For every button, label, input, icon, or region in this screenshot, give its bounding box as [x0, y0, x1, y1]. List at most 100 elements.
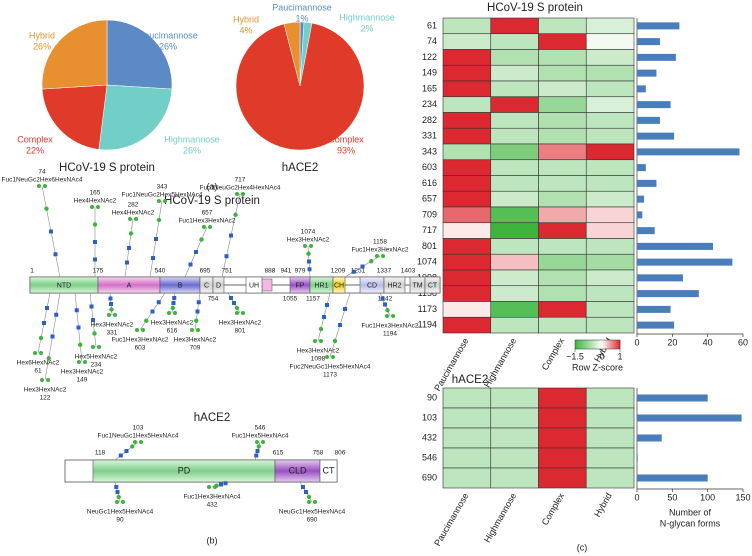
heat-cell: [585, 407, 635, 429]
glycan-hexnac: [224, 254, 229, 259]
glycan-site: 657: [202, 210, 213, 217]
glycan-composition: Hex3HexNAc2: [24, 387, 67, 394]
colorbar-step: [591, 340, 595, 349]
heat-cell: [490, 49, 539, 66]
glycan-composition: Hex3HexNAc2: [91, 322, 134, 329]
glycan-hex: [369, 259, 374, 264]
colorbar-step: [597, 340, 600, 349]
position-label: 540: [155, 268, 166, 275]
glycan-composition: NeuGc1Hex5HexNAc4: [87, 509, 154, 516]
bar: [637, 195, 645, 203]
heat-cell: [585, 175, 635, 192]
x-tick-label: 0: [634, 492, 639, 502]
column-label: Hybrid: [592, 491, 614, 519]
position-label: 695: [200, 268, 211, 275]
glycan-hexnac: [229, 296, 233, 300]
glycan-hexnac: [42, 321, 46, 325]
glycan-hexnac: [171, 301, 176, 305]
glycan-hex: [170, 305, 175, 311]
slice-label: Highmannose: [339, 12, 395, 22]
heat-cell: [442, 143, 492, 161]
row-label: 709: [422, 209, 437, 219]
glycan-hex: [385, 314, 389, 318]
heat-cell: [585, 387, 635, 409]
domain-label: CH: [334, 282, 344, 289]
x-axis-label: Number of: [669, 507, 712, 517]
position-label: 979: [295, 268, 306, 275]
heat-cell: [538, 253, 587, 271]
heat-cell: [442, 64, 492, 82]
slice-value-label: 26%: [33, 41, 51, 51]
glycan-hex: [107, 313, 111, 317]
diagram-title: hACE2: [194, 412, 230, 424]
row-label: 331: [422, 131, 437, 141]
heat-cell: [490, 175, 539, 192]
heat-cell: [585, 33, 635, 50]
domain: [424, 276, 441, 294]
heat-cell: [442, 269, 492, 287]
heat-cell: [442, 49, 492, 66]
heat-cell: [585, 112, 635, 129]
heat-cell: [585, 159, 635, 176]
x-tick-label: 50: [667, 492, 677, 502]
glycan-hexnac: [54, 312, 59, 317]
heat-cell: [490, 33, 539, 50]
heat-cell: [538, 387, 587, 409]
pie-slice: [98, 84, 173, 151]
heat-cell: [490, 316, 539, 334]
glycan-hex: [208, 225, 212, 229]
slice-value-label: 1%: [295, 13, 308, 23]
heat-cell: [538, 467, 587, 489]
glycan-site: 717: [235, 177, 246, 184]
glycan-hex: [235, 311, 239, 315]
heat-cell: [538, 159, 587, 176]
heat-cell: [442, 80, 492, 98]
glycan-composition: Fuc1Hex3HexNAc4: [183, 494, 240, 501]
heat-cell: [442, 127, 492, 145]
domain: [245, 276, 263, 294]
glycan-hex: [167, 311, 171, 315]
bar: [637, 211, 643, 219]
position-label: 941: [281, 268, 292, 275]
glycan-hex: [115, 500, 119, 504]
glycan-hex: [307, 500, 311, 504]
glycan-site: 1173: [323, 372, 337, 379]
heat-cell: [490, 159, 539, 176]
glycan-hex: [261, 440, 265, 444]
heat-cell: [585, 96, 635, 113]
colorbar-tick-label: 0: [599, 351, 604, 361]
glycan-hexnac: [124, 449, 129, 453]
heat-cell: [490, 127, 539, 145]
colorbar-step: [575, 340, 578, 349]
glycan-hexnac: [195, 309, 200, 314]
glycan-site: 1158: [373, 239, 387, 246]
glycan-hex: [318, 326, 324, 332]
colorbar-label: Row Z-score: [572, 362, 623, 372]
heat-cell: [442, 96, 492, 113]
glycan-hex: [173, 311, 177, 315]
panel-label: (b): [207, 535, 218, 545]
x-tick-label: 0: [634, 337, 639, 347]
slice-label: Hybrid: [233, 14, 259, 24]
glycan-site: 1194: [383, 331, 397, 338]
heat-cell: [490, 467, 539, 489]
row-label: 1173: [418, 304, 437, 314]
colorbar-step: [606, 340, 610, 349]
heat-cell: [490, 427, 539, 449]
colorbar-step: [582, 340, 585, 349]
heat-cell: [442, 33, 492, 50]
glycan-hexnac: [74, 308, 79, 313]
glycan-composition: Hex3HexNAc2: [297, 348, 340, 355]
x-tick-label: 20: [667, 337, 677, 347]
heat-cell: [538, 175, 587, 192]
glycan-hexnac: [50, 334, 55, 339]
glycan-hexnac: [109, 302, 113, 306]
bar: [637, 274, 683, 282]
glycan-hexnac: [307, 267, 312, 272]
heat-cell: [490, 269, 539, 287]
glycan-hexnac: [150, 309, 155, 314]
heat-cell: [538, 143, 587, 161]
row-label: 1194: [418, 320, 437, 330]
row-label: 690: [422, 472, 437, 482]
pie-slice: [235, 22, 365, 151]
